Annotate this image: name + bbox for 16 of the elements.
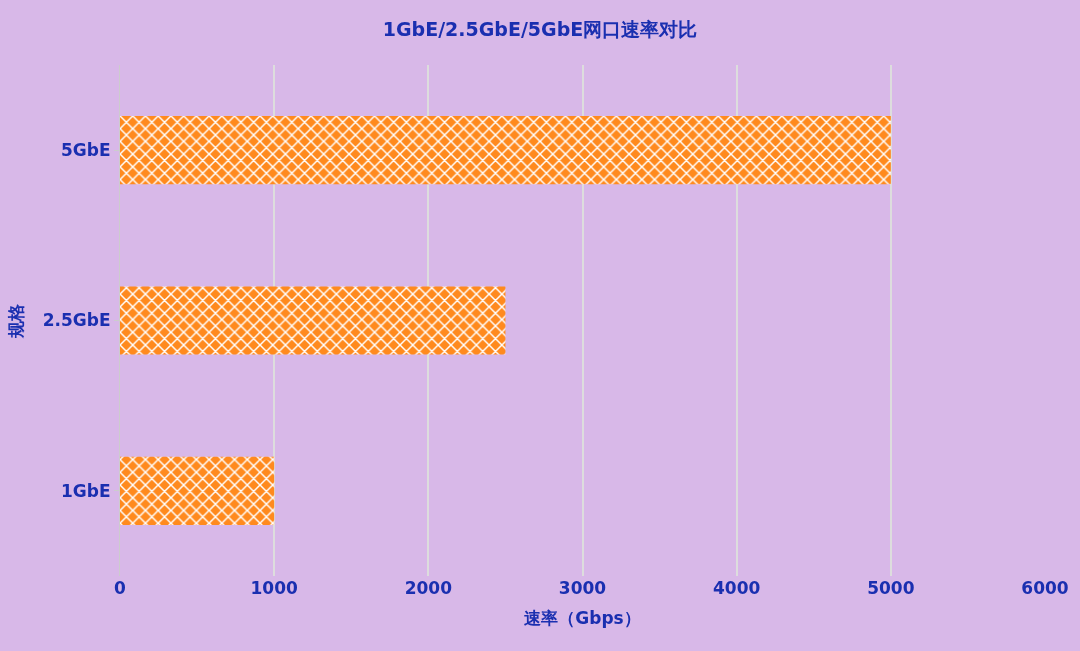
x-tick-label: 6000 xyxy=(1021,578,1069,598)
x-tick-label: 1000 xyxy=(250,578,298,598)
y-tick-label: 2.5GbE xyxy=(42,310,111,331)
bar xyxy=(120,456,275,525)
chart-title: 1GbE/2.5GbE/5GbE网口速率对比 xyxy=(382,18,698,41)
bar xyxy=(120,116,891,185)
x-tick-label: 5000 xyxy=(867,578,915,598)
y-tick-label: 1GbE xyxy=(61,480,111,501)
y-axis-title: 规格 xyxy=(6,302,27,339)
x-tick-label: 2000 xyxy=(404,578,453,598)
x-axis-title: 速率（Gbps） xyxy=(524,608,641,629)
bar xyxy=(120,286,506,355)
y-tick-label: 5GbE xyxy=(61,140,111,161)
x-tick-label: 3000 xyxy=(558,578,607,598)
x-tick-label: 4000 xyxy=(713,578,761,598)
x-tick-label: 0 xyxy=(114,578,127,598)
